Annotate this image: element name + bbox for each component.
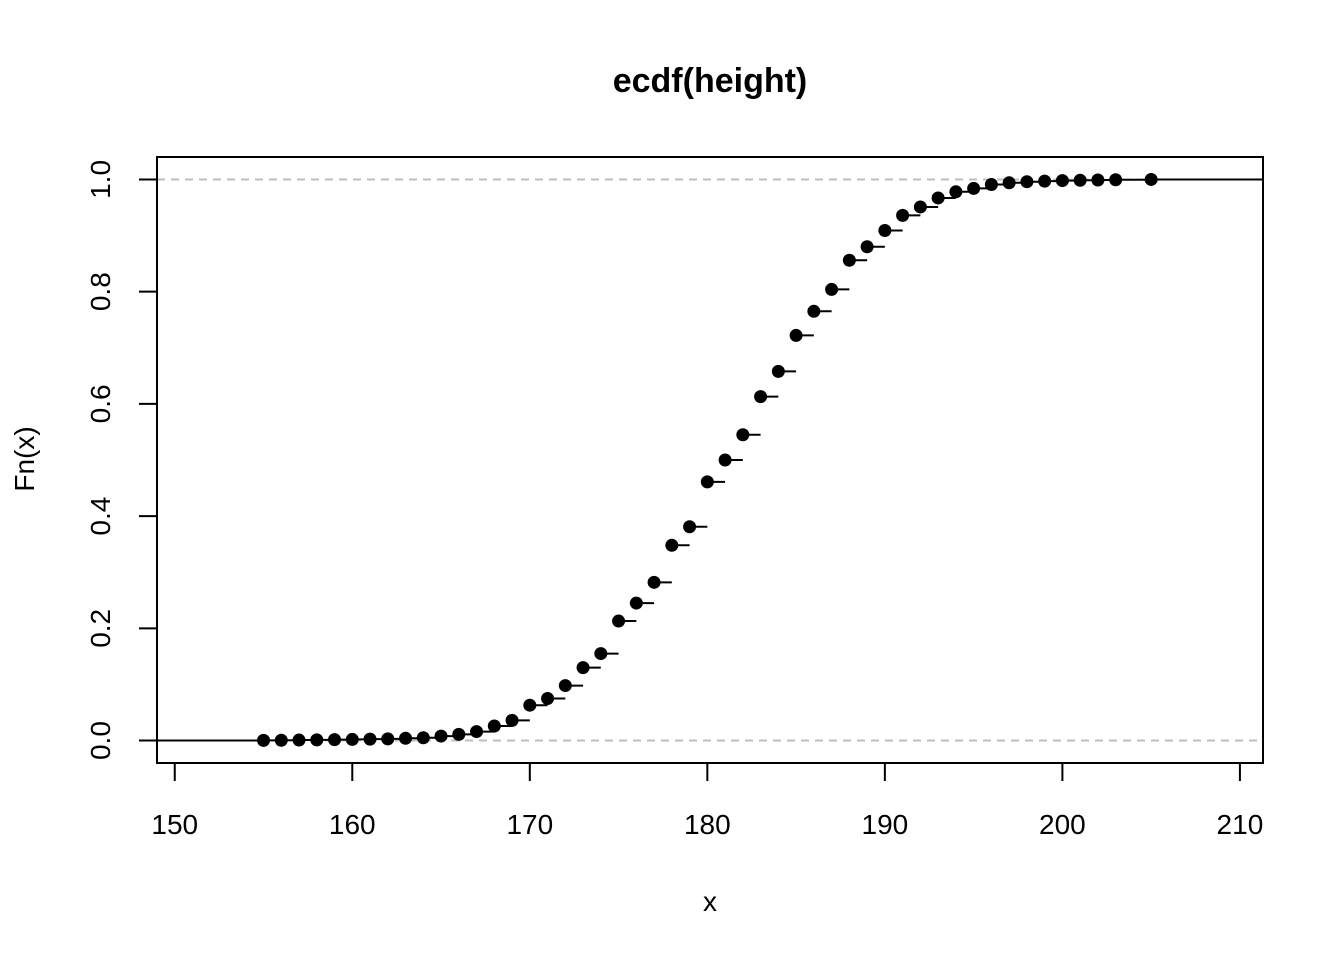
data-point [416, 731, 430, 745]
data-point [594, 647, 608, 661]
x-tick-label: 200 [1039, 809, 1086, 840]
data-point [789, 328, 803, 342]
x-tick-label: 210 [1217, 809, 1264, 840]
x-tick-label: 170 [506, 809, 553, 840]
data-point [896, 208, 910, 222]
ecdf-points [257, 172, 1158, 747]
data-point [807, 304, 821, 318]
plot-frame [156, 156, 1264, 764]
data-point [683, 520, 697, 534]
data-point [363, 732, 377, 746]
data-point [257, 733, 271, 747]
data-point [558, 679, 572, 693]
data-point [612, 614, 626, 628]
y-tick-label: 0.0 [85, 721, 116, 760]
x-axis-title: x [703, 886, 717, 917]
data-point [470, 725, 484, 739]
data-point [576, 661, 590, 675]
data-point [984, 177, 998, 191]
data-point [452, 727, 466, 741]
x-tick-label: 190 [862, 809, 909, 840]
y-tick-label: 0.2 [85, 609, 116, 648]
data-point [541, 691, 555, 705]
y-tick-label: 1.0 [85, 160, 116, 199]
ecdf-step-segments [157, 178, 1263, 742]
data-point [718, 453, 732, 467]
data-point [399, 731, 413, 745]
data-point [434, 729, 448, 743]
data-point [505, 713, 519, 727]
y-tick-label: 0.8 [85, 272, 116, 311]
x-tick-label: 180 [684, 809, 731, 840]
x-tick-label: 160 [329, 809, 376, 840]
y-axis: 0.0 0.2 0.4 0.6 0.8 1.0 [85, 160, 158, 760]
data-point [1091, 173, 1105, 187]
data-point [274, 733, 288, 747]
data-point [842, 253, 856, 267]
data-point [381, 732, 395, 746]
data-point [1109, 173, 1123, 187]
data-point [860, 240, 874, 254]
chart-title: ecdf(height) [613, 62, 808, 100]
data-point [1073, 173, 1087, 187]
data-point [647, 575, 661, 589]
data-point [825, 282, 839, 296]
reference-lines [157, 178, 1263, 742]
data-point [736, 428, 750, 442]
y-tick-label: 0.4 [85, 497, 116, 536]
x-axis: 150 160 170 180 190 200 210 [151, 762, 1264, 840]
data-point [1038, 174, 1052, 188]
data-point [629, 596, 643, 610]
data-point [487, 719, 501, 733]
data-point [913, 200, 927, 214]
data-point [754, 390, 768, 404]
data-point [949, 185, 963, 199]
data-point [665, 538, 679, 552]
data-point [967, 181, 981, 195]
data-point [1002, 176, 1016, 190]
y-axis-title: Fn(x) [9, 426, 40, 491]
data-point [700, 475, 714, 489]
data-point [1144, 172, 1158, 186]
data-point [345, 732, 359, 746]
data-point [878, 224, 892, 238]
data-point [931, 191, 945, 205]
data-point [1055, 174, 1069, 188]
data-point [292, 733, 306, 747]
data-point [310, 733, 324, 747]
x-tick-label: 150 [151, 809, 198, 840]
y-tick-label: 0.6 [85, 384, 116, 423]
data-point [771, 364, 785, 378]
data-point [523, 698, 537, 712]
data-point [328, 733, 342, 747]
data-point [1020, 175, 1034, 189]
